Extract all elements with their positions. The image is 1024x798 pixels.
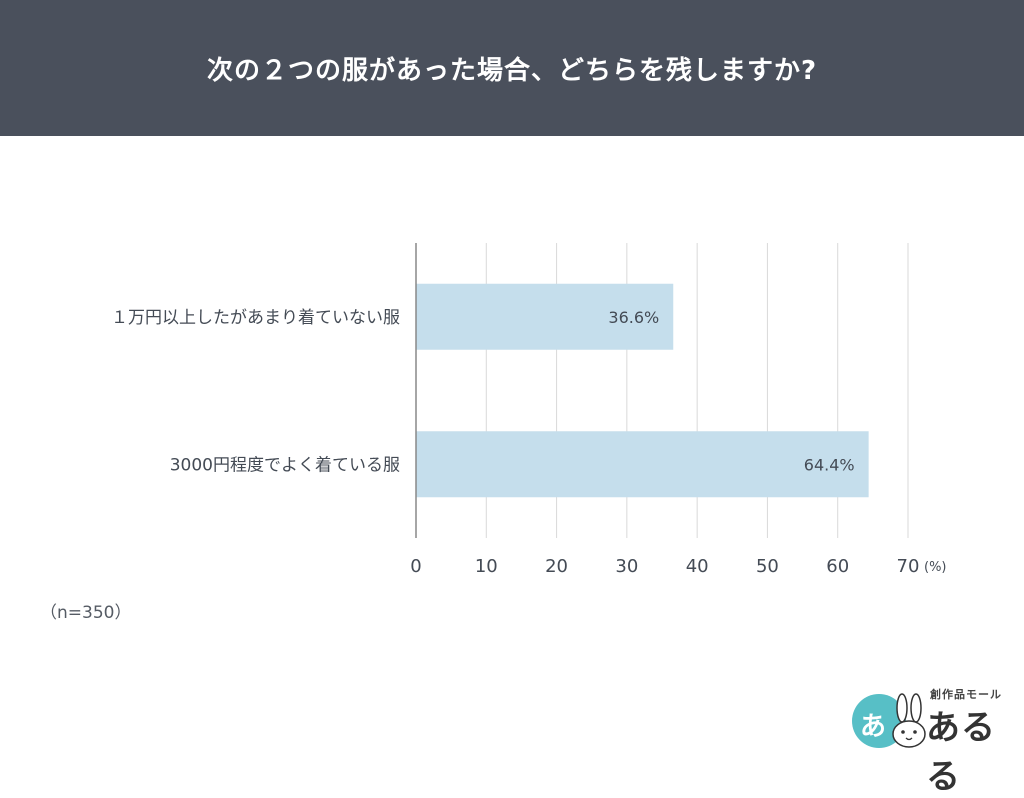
sample-size-note: （n=350） — [40, 603, 132, 623]
data-label: 36.6% — [608, 308, 659, 327]
x-tick-label: 60 — [826, 556, 849, 577]
category-label: １万円以上したがあまり着ていない服 — [111, 308, 400, 328]
logo-circle-text: あ — [860, 712, 887, 742]
x-tick-label: 50 — [756, 556, 779, 577]
category-label: 3000円程度でよく着ている服 — [170, 455, 400, 475]
logo-wordmark: あるる — [926, 708, 996, 797]
x-tick-label: 30 — [615, 556, 638, 577]
x-tick-label: 20 — [545, 556, 568, 577]
x-tick-label: 70 — [897, 556, 920, 577]
bar-chart: 0 10 20 30 40 50 60 70 (%) 36.6% １万円以上したがあまり着ていない服… — [111, 243, 947, 577]
x-tick-label: 0 — [410, 556, 421, 577]
x-tick-label: 10 — [475, 556, 498, 577]
bar — [416, 283, 674, 350]
header-banner: 次の２つの服があった場合、どちらを残しますか? — [0, 0, 1024, 136]
page-title: 次の２つの服があった場合、どちらを残しますか? — [206, 55, 818, 86]
x-tick-label: 40 — [686, 556, 709, 577]
rabbit-icon — [892, 693, 926, 748]
brand-logo: あ 創作品モール あるる — [852, 686, 1012, 797]
x-unit-label: (%) — [924, 560, 947, 575]
logo-subtitle: 創作品モール — [930, 688, 1002, 701]
bar — [416, 431, 869, 498]
data-label: 64.4% — [804, 455, 855, 474]
logo-circle: あ — [852, 694, 906, 748]
